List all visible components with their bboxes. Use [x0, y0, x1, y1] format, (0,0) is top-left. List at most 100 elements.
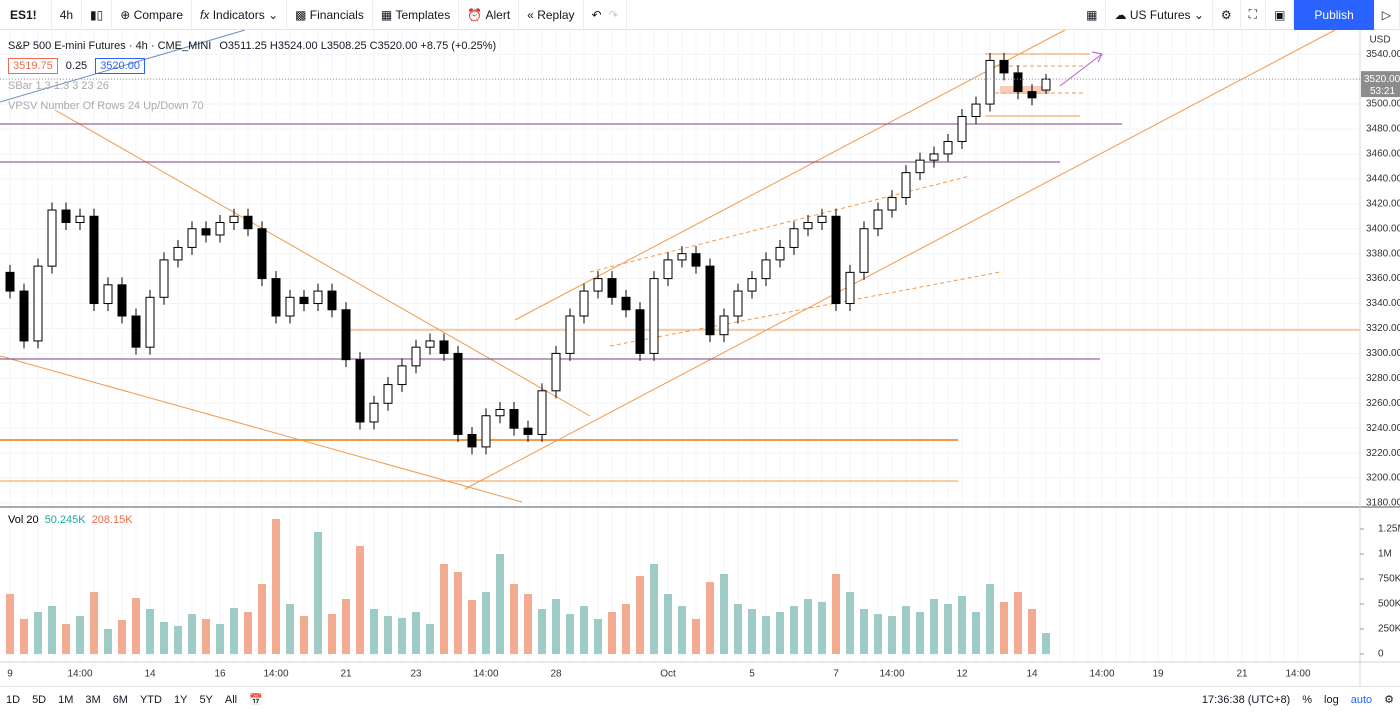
- indicators[interactable]: fx Indicators ⌄: [192, 0, 288, 30]
- x-tick-label: 14:00: [879, 669, 904, 680]
- percent[interactable]: %: [1302, 693, 1313, 706]
- candle-body: [75, 215, 85, 223]
- indicator[interactable]: SBar 1.3 1.3 3 23 26: [8, 80, 109, 92]
- y-tick-label: 3500.00: [1366, 99, 1400, 110]
- replay-label: Replay: [537, 7, 575, 22]
- pane-bg: [0, 30, 1360, 686]
- volume-bar: [832, 574, 840, 654]
- bid[interactable]: 3519.75: [8, 58, 58, 74]
- layout[interactable]: ▦: [1078, 0, 1107, 30]
- log[interactable]: log: [1324, 693, 1339, 706]
- candles: [5, 52, 1051, 455]
- ask[interactable]: 3520.00: [95, 58, 145, 74]
- volume-bar: [118, 620, 126, 654]
- volume-bar: [1014, 592, 1022, 654]
- candle-body: [775, 246, 785, 261]
- y-tick-label: 3540.00: [1366, 49, 1400, 60]
- volume-title: Vol 20: [8, 514, 39, 526]
- volume-bar: [48, 606, 56, 654]
- y-tick-label: 3200.00: [1366, 473, 1400, 484]
- volume-bar: [510, 584, 518, 654]
- volume-bar: [230, 608, 238, 654]
- range-button[interactable]: 5Y: [199, 693, 213, 706]
- volume-bar: [1028, 609, 1036, 654]
- indicator[interactable]: VPSV Number Of Rows 24 Up/Down 70: [8, 100, 204, 112]
- volume-bar: [818, 602, 826, 654]
- legend: S&P 500 E-mini Futures · 4h · CME_MINI O…: [8, 36, 496, 116]
- range-button[interactable]: 5D: [32, 693, 47, 706]
- watchlist-label: US Futures: [1129, 7, 1191, 22]
- financials[interactable]: ▩ Financials: [287, 0, 373, 30]
- trend-line: [0, 29, 246, 103]
- alert[interactable]: ⏰ Alert: [459, 0, 520, 30]
- x-tick-label: 21: [340, 669, 352, 680]
- candle-body: [523, 427, 533, 435]
- candle-body: [187, 228, 197, 248]
- candle-body: [565, 315, 575, 354]
- volume-bar: [846, 592, 854, 654]
- candle-body: [859, 228, 869, 273]
- volume-bar: [6, 594, 14, 654]
- candle-body: [481, 415, 491, 448]
- x-tick-label: 16: [214, 669, 226, 680]
- candle-body: [159, 259, 169, 298]
- publish[interactable]: Publish: [1294, 0, 1374, 30]
- undo[interactable]: ↶ ↷: [584, 0, 628, 30]
- zone: [1000, 86, 1050, 94]
- range-button[interactable]: All: [224, 693, 238, 706]
- volume-bar: [244, 612, 252, 654]
- interval[interactable]: 4h: [52, 0, 83, 30]
- volume-bar: [188, 614, 196, 654]
- templates[interactable]: ▦ Templates: [373, 0, 460, 30]
- settings[interactable]: ⚙: [1384, 694, 1394, 706]
- y-tick-label: 250K: [1378, 624, 1400, 635]
- x-tick-label: 14: [1026, 669, 1038, 680]
- volume-bar: [34, 612, 42, 654]
- volume-bar: [594, 619, 602, 654]
- volume-bar: [790, 606, 798, 654]
- range-button[interactable]: 1M: [58, 693, 74, 706]
- toolbar: ES1! 4h ▮▯ ⊕ Compare fx Indicators ⌄ ▩ F…: [0, 0, 1400, 30]
- candle-body: [313, 290, 323, 305]
- snapshot[interactable]: ▣: [1266, 0, 1295, 30]
- range-button[interactable]: YTD: [139, 693, 162, 706]
- candle-body: [89, 215, 99, 305]
- range-button[interactable]: 3M: [85, 693, 101, 706]
- compare[interactable]: ⊕ Compare: [112, 0, 193, 30]
- x-tick-label: 5: [749, 669, 755, 680]
- watchlist[interactable]: ☁ US Futures ⌄: [1106, 0, 1213, 30]
- range-button[interactable]: 1D: [6, 693, 21, 706]
- range-button[interactable]: 6M: [112, 693, 128, 706]
- candle-body: [845, 271, 855, 305]
- fullscreen[interactable]: ⛶: [1241, 0, 1267, 30]
- candle-body: [215, 221, 225, 236]
- y-tick-label: 3260.00: [1366, 398, 1400, 409]
- replay[interactable]: « Replay: [519, 0, 584, 30]
- candle-body: [1041, 78, 1051, 91]
- candle-body: [915, 159, 925, 174]
- candle-body: [47, 209, 57, 267]
- range-button[interactable]: 1Y: [173, 693, 188, 706]
- date-range[interactable]: 📅: [249, 694, 263, 706]
- symbol[interactable]: ES1!: [0, 0, 52, 30]
- settings[interactable]: ⚙: [1213, 0, 1241, 30]
- candle-body: [873, 209, 883, 230]
- candle-body: [887, 197, 897, 211]
- candle-body: [537, 390, 547, 435]
- auto[interactable]: auto: [1350, 693, 1373, 706]
- volume-bar: [566, 614, 574, 654]
- x-tick-label: 19: [1152, 669, 1164, 680]
- candle-body: [243, 215, 253, 230]
- chart-style[interactable]: ▮▯: [82, 0, 113, 30]
- volume-bar: [1042, 633, 1050, 654]
- x-tick-label: 9: [7, 669, 13, 680]
- ranges: 1D 5D 1M 3M 6M YTD 1Y 5Y All: [0, 694, 243, 706]
- volume-bar: [62, 624, 70, 654]
- candle-body: [929, 153, 939, 161]
- play[interactable]: ▷: [1374, 0, 1400, 30]
- volume-bar: [538, 609, 546, 654]
- candle-body: [5, 271, 15, 292]
- candle-body: [551, 352, 561, 392]
- x-tick-label: Oct: [660, 669, 676, 680]
